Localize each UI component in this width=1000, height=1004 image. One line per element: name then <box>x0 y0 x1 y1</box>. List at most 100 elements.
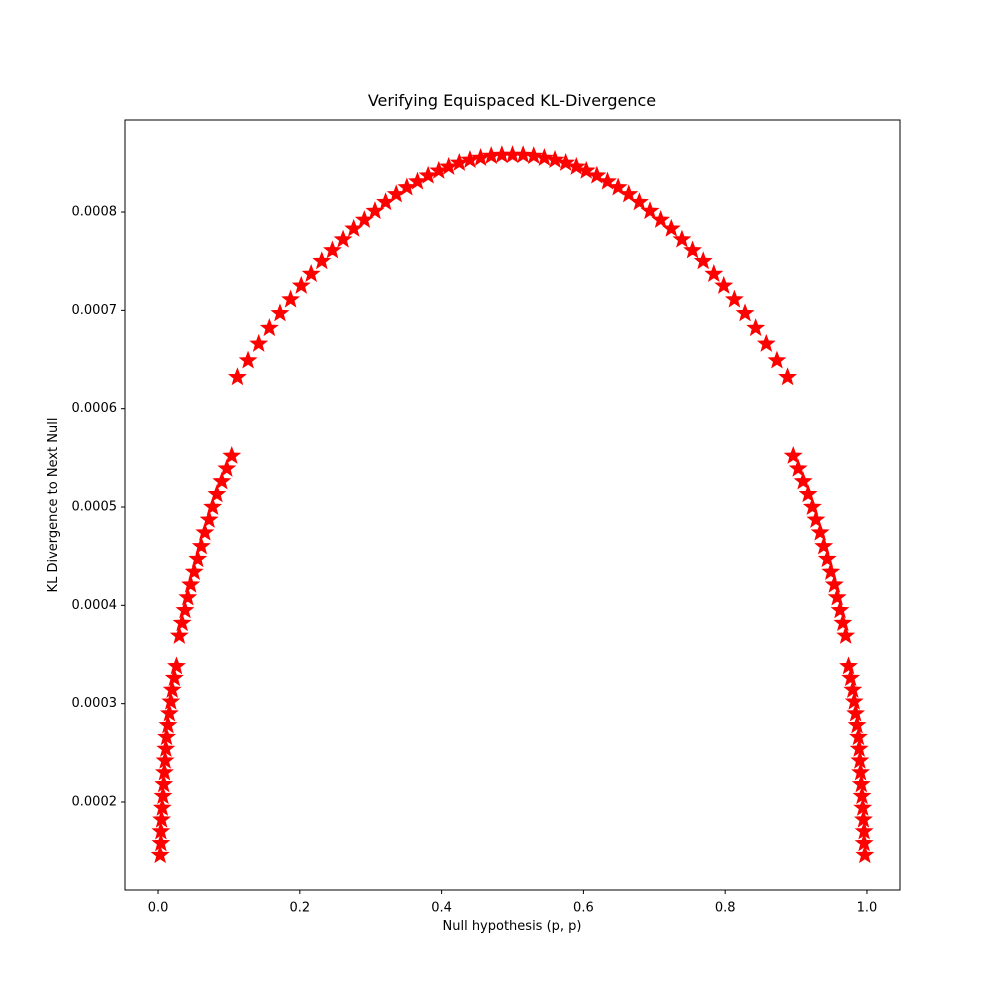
star-marker <box>178 587 198 606</box>
star-marker <box>150 845 170 864</box>
star-marker <box>735 303 755 322</box>
star-marker <box>175 600 195 619</box>
star-marker <box>704 264 724 283</box>
star-marker <box>817 549 837 568</box>
star-marker <box>158 715 178 734</box>
star-marker <box>844 691 864 710</box>
star-marker <box>191 536 211 555</box>
star-marker <box>439 156 459 175</box>
star-marker <box>746 318 766 337</box>
star-marker <box>806 509 826 528</box>
star-marker <box>222 445 242 464</box>
star-marker <box>397 177 417 196</box>
star-marker <box>814 536 834 555</box>
star-marker <box>850 750 870 769</box>
plot-frame <box>124 119 901 891</box>
star-marker <box>783 445 803 464</box>
star-marker <box>855 845 875 864</box>
star-marker <box>164 668 184 687</box>
star-marker <box>827 587 847 606</box>
y-tick-label: 0.0002 <box>72 794 118 809</box>
star-marker <box>693 251 713 270</box>
star-marker <box>156 738 176 757</box>
star-marker <box>853 809 873 828</box>
star-marker <box>259 318 279 337</box>
star-marker <box>152 797 172 816</box>
star-marker <box>683 240 703 259</box>
star-marker <box>291 275 311 294</box>
y-tick-label: 0.0003 <box>72 696 118 711</box>
y-axis-label: KL Divergence to Next Null <box>46 418 61 593</box>
star-marker <box>788 458 808 477</box>
star-marker <box>824 574 844 593</box>
star-marker <box>188 549 208 568</box>
star-marker <box>843 679 863 698</box>
star-marker <box>793 471 813 490</box>
star-marker <box>847 715 867 734</box>
star-marker <box>184 561 204 580</box>
star-marker <box>672 229 692 248</box>
star-marker <box>810 522 830 541</box>
star-marker <box>802 497 822 516</box>
star-marker <box>661 218 681 237</box>
star-marker <box>767 350 787 369</box>
star-marker <box>640 201 660 220</box>
star-marker <box>524 146 544 165</box>
star-marker <box>608 177 628 196</box>
star-marker <box>322 240 342 259</box>
star-marker <box>199 509 219 528</box>
star-marker <box>203 497 223 516</box>
star-marker <box>714 275 734 294</box>
star-marker <box>756 333 776 352</box>
star-marker <box>227 367 247 386</box>
x-tick-label: 1.0 <box>857 901 878 916</box>
star-marker <box>333 229 353 248</box>
star-marker <box>830 600 850 619</box>
x-tick-label: 0.6 <box>573 901 594 916</box>
star-marker <box>839 656 858 675</box>
star-marker <box>195 522 215 541</box>
star-marker <box>154 774 174 793</box>
x-tick-label: 0.2 <box>289 901 310 916</box>
star-marker <box>836 625 856 644</box>
star-marker <box>598 171 617 190</box>
y-tick-label: 0.0005 <box>72 500 118 515</box>
star-marker <box>301 264 321 283</box>
star-marker <box>167 656 186 675</box>
star-marker <box>724 289 744 308</box>
star-marker <box>853 797 873 816</box>
star-marker <box>778 367 798 386</box>
star-marker <box>270 303 290 322</box>
star-marker <box>354 209 374 228</box>
y-tick-label: 0.0004 <box>72 598 118 613</box>
star-marker <box>841 668 861 687</box>
star-marker <box>153 786 173 805</box>
star-marker <box>556 152 576 171</box>
star-marker <box>849 738 869 757</box>
star-marker <box>207 484 227 503</box>
star-marker <box>152 809 172 828</box>
star-marker <box>629 192 649 211</box>
star-marker <box>418 165 438 184</box>
y-tick-label: 0.0007 <box>72 303 118 318</box>
star-marker <box>344 218 364 237</box>
star-marker <box>365 201 385 220</box>
star-marker <box>513 145 533 164</box>
star-marker <box>238 350 258 369</box>
star-marker <box>162 679 182 698</box>
star-marker <box>852 786 872 805</box>
x-axis-label: Null hypothesis (p, p) <box>443 919 582 934</box>
star-marker <box>833 613 853 632</box>
star-marker <box>249 333 269 352</box>
star-marker <box>212 471 232 490</box>
x-tick-label: 0.8 <box>715 901 736 916</box>
star-marker <box>169 625 189 644</box>
y-tick-label: 0.0008 <box>72 205 118 220</box>
star-marker <box>157 727 176 746</box>
star-marker <box>281 289 301 308</box>
star-marker <box>576 160 596 179</box>
star-marker <box>161 691 181 710</box>
star-marker <box>846 703 866 722</box>
star-marker <box>217 458 237 477</box>
